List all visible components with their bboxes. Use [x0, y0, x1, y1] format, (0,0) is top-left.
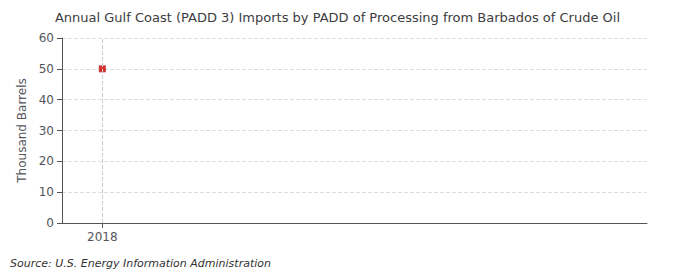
svg-text:Thousand Barrels: Thousand Barrels	[15, 78, 29, 183]
svg-text:40: 40	[39, 93, 54, 107]
svg-text:Annual Gulf Coast (PADD 3) Imp: Annual Gulf Coast (PADD 3) Imports by PA…	[55, 10, 620, 25]
svg-text:30: 30	[39, 124, 54, 138]
svg-text:60: 60	[39, 31, 54, 45]
svg-text:0: 0	[46, 216, 54, 230]
svg-text:50: 50	[39, 62, 54, 76]
svg-text:Source: U.S. Energy Informatio: Source: U.S. Energy Information Administ…	[10, 257, 271, 270]
svg-text:2018: 2018	[87, 230, 118, 244]
svg-text:20: 20	[39, 154, 54, 168]
svg-text:10: 10	[39, 185, 54, 199]
